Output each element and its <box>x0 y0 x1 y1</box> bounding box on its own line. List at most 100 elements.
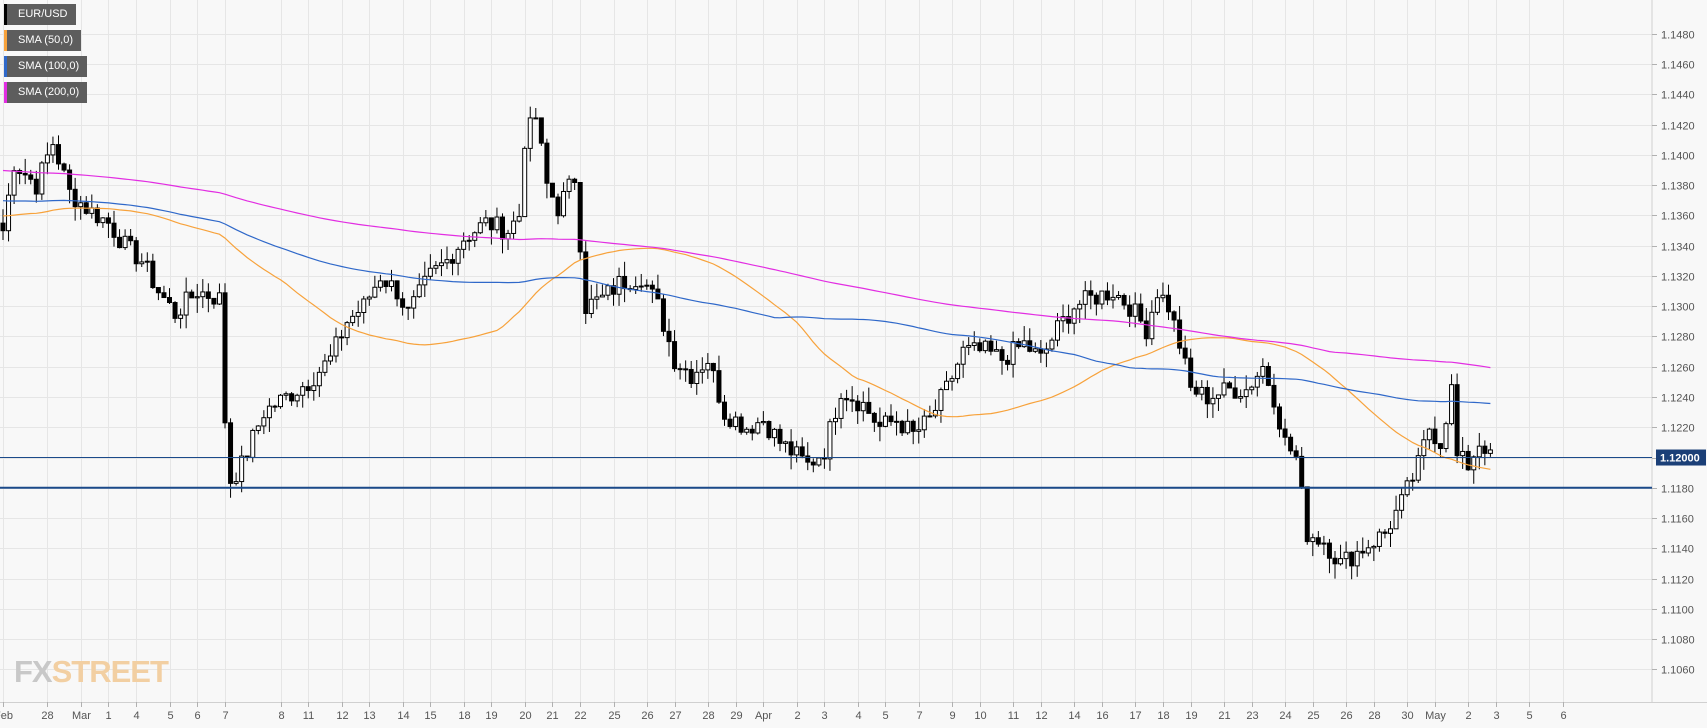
candle-body-bullish <box>1116 294 1122 298</box>
candle-body-bearish <box>1282 428 1288 438</box>
candle-body-bullish <box>1487 449 1493 454</box>
time-tick-label: 28 <box>702 710 714 722</box>
candle-body-bullish <box>300 386 306 396</box>
time-tick-label: 9 <box>949 710 955 722</box>
candle-body-bullish <box>377 280 383 288</box>
candle-body-bullish <box>1449 384 1455 425</box>
candle-body-bullish <box>1055 320 1060 341</box>
candle-body-bearish <box>72 188 78 208</box>
candle-body-bullish <box>1426 428 1432 441</box>
candle-body-bearish <box>977 342 983 352</box>
candle-body-bullish <box>1199 386 1205 395</box>
candle-body-bearish <box>22 172 28 176</box>
time-tick-label: 6 <box>1560 710 1566 722</box>
candle-body-bullish <box>1476 445 1482 458</box>
candle-body-bullish <box>1249 386 1255 391</box>
candle-body-bearish <box>1127 304 1133 317</box>
price-tick-label: 1.1440 <box>1661 90 1695 102</box>
candle-body-bullish <box>949 378 955 382</box>
candle-body-bullish <box>699 369 705 373</box>
candle-body-bullish <box>894 420 900 423</box>
time-tick-label: 17 <box>1129 710 1141 722</box>
candle-body-bearish <box>1432 428 1438 445</box>
time-tick-label: 1 <box>105 710 111 722</box>
candle-body-bearish <box>672 341 678 370</box>
legend-item-sma-200[interactable]: SMA (200,0) <box>4 82 88 103</box>
legend-item-sma-50[interactable]: SMA (50,0) <box>4 30 82 51</box>
time-tick-label: 15 <box>424 710 436 722</box>
candle-body-bearish <box>155 287 161 294</box>
candle-body-bearish <box>799 446 805 457</box>
candle-body-bullish <box>294 394 300 402</box>
candle-body-bullish <box>827 421 833 460</box>
candle-body-bullish <box>944 380 949 391</box>
candle-body-bullish <box>422 275 428 286</box>
candle-body-bearish <box>94 207 100 224</box>
candle-body-bullish <box>444 259 450 264</box>
candle-body-bearish <box>1360 550 1366 554</box>
candle-body-bearish <box>167 297 172 304</box>
candle-body-bearish <box>1088 290 1094 296</box>
candle-body-bullish <box>1254 375 1260 388</box>
candle-body-bullish <box>216 292 222 305</box>
candle-body-bearish <box>899 420 905 434</box>
price-tick-label: 1.1220 <box>1661 423 1695 435</box>
candle-body-bullish <box>1321 542 1327 545</box>
candle-body-bullish <box>993 349 999 352</box>
candle-body-bearish <box>683 368 689 371</box>
time-tick-label: 24 <box>1279 710 1291 722</box>
candle-body-bearish <box>339 336 345 339</box>
candle-body-bearish <box>1182 347 1188 359</box>
candle-body-bullish <box>783 441 789 444</box>
candle-body-bullish <box>760 420 766 424</box>
candles <box>0 106 1493 580</box>
candle-body-bullish <box>1338 558 1344 565</box>
price-tick-label: 1.1420 <box>1661 121 1695 133</box>
candle-body-bullish <box>250 429 256 458</box>
price-tick-label: 1.1240 <box>1661 393 1695 405</box>
candle-body-bullish <box>455 248 461 264</box>
time-tick-label: 2 <box>794 710 800 722</box>
candle-body-bearish <box>56 144 61 165</box>
legend-label: EUR/USD <box>18 8 68 20</box>
candle-body-bullish <box>255 425 261 431</box>
candle-body-bullish <box>178 314 184 319</box>
candle-body-bullish <box>1132 303 1138 317</box>
candle-body-bearish <box>1193 386 1199 395</box>
legend-swatch <box>4 30 7 51</box>
candle-body-bullish <box>982 340 988 352</box>
fxstreet-logo: FXSTREET <box>14 654 169 690</box>
candle-body-bullish <box>1460 450 1466 457</box>
candle-body-bearish <box>866 401 872 414</box>
price-tick-label: 1.1460 <box>1661 60 1695 72</box>
legend-label: SMA (200,0) <box>18 86 80 98</box>
candle-body-bullish <box>427 267 433 277</box>
candle-body-bearish <box>1437 443 1443 450</box>
legend-item-eurusd[interactable]: EUR/USD <box>4 4 76 25</box>
candle-body-bullish <box>633 286 639 290</box>
candle-body-bullish <box>344 322 350 339</box>
candle-body-bearish <box>1177 319 1183 349</box>
time-tick-label: 16 <box>1096 710 1108 722</box>
candle-body-bullish <box>1215 394 1221 399</box>
candle-body-bullish <box>322 360 328 373</box>
time-tick-label: 25 <box>1307 710 1319 722</box>
candle-body-bullish <box>511 220 517 234</box>
price-tick-label: 1.1360 <box>1661 211 1695 223</box>
candle-body-bullish <box>200 291 206 298</box>
candle-body-bullish <box>605 285 611 296</box>
candle-body-bearish <box>549 182 555 198</box>
time-tick-label: 18 <box>1157 710 1169 722</box>
candle-body-bullish <box>1082 290 1088 305</box>
candle-body-bearish <box>189 291 195 299</box>
price-tick-label: 1.1400 <box>1661 151 1695 163</box>
legend-swatch <box>4 56 7 77</box>
candle-body-bearish <box>849 399 855 402</box>
price-tick-label: 1.1260 <box>1661 363 1695 375</box>
candle-body-bullish <box>1365 547 1371 554</box>
time-tick-label: 25 <box>608 710 620 722</box>
last-price-badge: 1.12000 <box>1656 449 1706 466</box>
legend-item-sma-100[interactable]: SMA (100,0) <box>4 56 88 77</box>
candle-body-bearish <box>105 217 111 224</box>
